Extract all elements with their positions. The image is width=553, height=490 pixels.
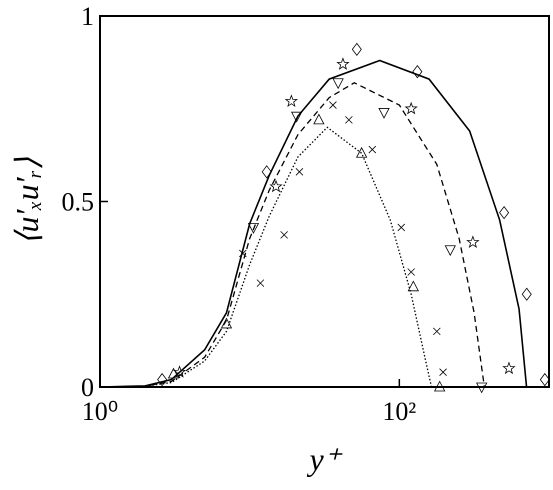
- y-tick-label: 0.5: [62, 188, 95, 217]
- x-tick-label: 10²: [382, 397, 416, 426]
- marker: [351, 42, 362, 57]
- marker: [220, 317, 233, 329]
- marker: [539, 372, 550, 387]
- marker: [290, 111, 303, 123]
- marker: [355, 146, 368, 158]
- y-axis-label: ⟨u′ₓu′ᵣ⟩: [9, 157, 45, 245]
- marker: [313, 113, 325, 125]
- marker: [329, 101, 337, 109]
- marker: [412, 64, 423, 79]
- marker: [332, 78, 344, 90]
- x-axis-label: y⁺: [306, 441, 342, 477]
- marker: [439, 368, 447, 376]
- marker: [521, 287, 532, 301]
- marker: [434, 380, 446, 392]
- curve: [99, 59, 528, 388]
- marker: [269, 179, 283, 193]
- marker: [407, 268, 415, 276]
- curve: [99, 82, 486, 388]
- marker: [345, 116, 353, 124]
- y-tick-label: 1: [81, 2, 94, 31]
- marker: [433, 327, 441, 336]
- plot-frame: [99, 15, 550, 388]
- marker: [261, 165, 272, 179]
- marker: [397, 223, 406, 232]
- marker: [239, 249, 247, 258]
- marker: [157, 372, 168, 387]
- marker: [172, 365, 187, 378]
- marker: [368, 145, 377, 154]
- marker: [444, 245, 456, 257]
- marker: [499, 205, 510, 220]
- marker: [295, 168, 304, 176]
- marker: [476, 382, 488, 394]
- marker: [247, 223, 260, 234]
- marker: [284, 94, 299, 107]
- marker: [502, 361, 516, 375]
- marker: [407, 280, 419, 292]
- marker: [466, 235, 480, 248]
- marker: [256, 279, 265, 287]
- curve: [99, 126, 433, 388]
- x-tick-label: 10⁰: [82, 397, 118, 426]
- marker: [378, 108, 390, 119]
- marker: [167, 367, 180, 379]
- marker: [336, 57, 350, 70]
- y-tick-label: 0: [81, 373, 94, 402]
- marker: [280, 231, 288, 239]
- marker: [404, 101, 418, 115]
